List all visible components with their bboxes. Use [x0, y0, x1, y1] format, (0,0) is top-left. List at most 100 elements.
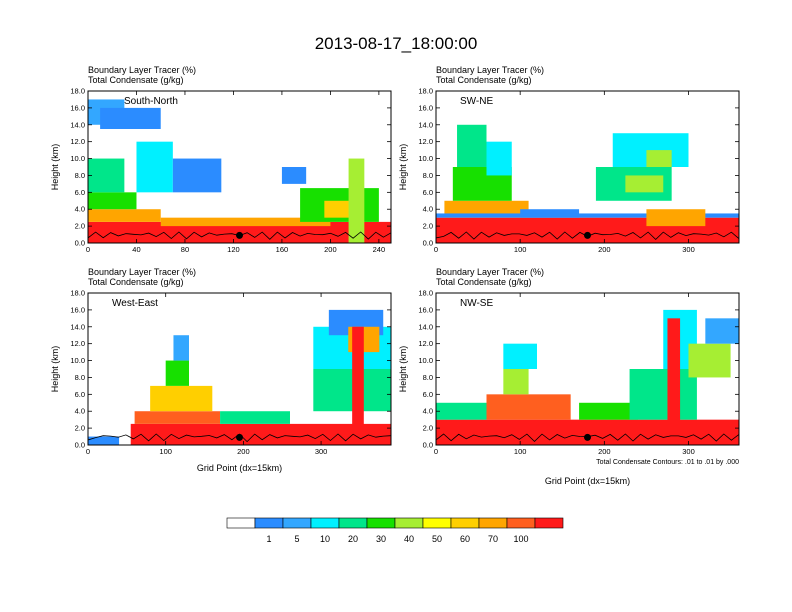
shaded-region	[88, 209, 161, 222]
panel-name: South-North	[124, 96, 178, 107]
x-axis-label: Grid Point (dx=15km)	[545, 476, 630, 486]
y-tick-label: 0.0	[423, 239, 433, 248]
colorbar-label: 100	[513, 534, 528, 544]
y-tick-label: 12.0	[418, 137, 433, 146]
header-condensate: Total Condensate (g/kg)	[436, 75, 532, 85]
y-tick-label: 8.0	[423, 171, 433, 180]
plot-frame	[435, 90, 740, 244]
x-tick-label: 0	[434, 245, 438, 254]
y-tick-label: 14.0	[70, 322, 85, 331]
shaded-region	[100, 107, 161, 129]
shaded-region	[281, 167, 307, 184]
x-tick-label: 300	[682, 245, 695, 254]
y-tick-label: 16.0	[70, 305, 85, 314]
colorbar-swatch	[478, 517, 508, 529]
y-tick-label: 10.0	[418, 154, 433, 163]
header-condensate: Total Condensate (g/kg)	[436, 277, 532, 287]
location-marker	[236, 231, 243, 239]
y-axis-label: Height (km)	[50, 144, 60, 191]
y-tick-label: 16.0	[418, 305, 433, 314]
y-tick-label: 8.0	[75, 171, 85, 180]
shaded-region	[444, 200, 529, 218]
shaded-region	[88, 192, 137, 210]
location-marker	[584, 433, 591, 441]
shaded-region	[503, 369, 529, 395]
y-tick-label: 12.0	[418, 339, 433, 348]
figure-title: 2013-08-17_18:00:00	[315, 34, 478, 53]
shaded-region	[160, 217, 331, 227]
header-tracer: Boundary Layer Tracer (%)	[88, 65, 196, 75]
shaded-region	[352, 326, 364, 445]
plot-frame	[87, 292, 392, 446]
x-tick-label: 200	[598, 447, 611, 456]
shaded-region	[220, 411, 290, 424]
shaded-field	[436, 124, 739, 243]
y-tick-label: 2.0	[75, 424, 85, 433]
y-tick-label: 4.0	[75, 205, 85, 214]
shaded-region	[436, 213, 739, 218]
y-tick-label: 10.0	[70, 356, 85, 365]
colorbar-swatch	[338, 517, 368, 529]
panel-sw-ne: 0.0 2.0 4.0 6.0 8.0 10.0 12.0 14.0 16.0 18.0 0 100 2…	[398, 65, 740, 254]
y-tick-label: 4.0	[423, 407, 433, 416]
shaded-region	[486, 394, 571, 420]
x-tick-label: 80	[181, 245, 189, 254]
panel-name: NW-SE	[460, 298, 493, 309]
y-tick-label: 2.0	[75, 222, 85, 231]
y-tick-label: 4.0	[423, 205, 433, 214]
x-tick-label: 300	[315, 447, 328, 456]
colorbar-swatch	[506, 517, 536, 529]
y-tick-label: 8.0	[75, 373, 85, 382]
shaded-region	[88, 158, 125, 193]
colorbar-swatch	[450, 517, 480, 529]
shaded-region	[457, 124, 487, 167]
shaded-region	[436, 402, 487, 420]
y-tick-label: 12.0	[70, 339, 85, 348]
y-tick-label: 6.0	[75, 390, 85, 399]
header-tracer: Boundary Layer Tracer (%)	[436, 65, 544, 75]
panels: 0.0 2.0 4.0 6.0 8.0 10.0 12.0 14.0 16.0 18.0 0 40 80…	[50, 65, 740, 486]
colorbar-swatch	[310, 517, 340, 529]
y-tick-label: 6.0	[423, 390, 433, 399]
shaded-region	[130, 423, 391, 445]
y-tick-label: 18.0	[70, 289, 85, 298]
shaded-region	[625, 175, 664, 193]
header-condensate: Total Condensate (g/kg)	[88, 277, 184, 287]
x-tick-label: 200	[237, 447, 250, 456]
shaded-region	[172, 158, 222, 193]
y-tick-label: 8.0	[423, 373, 433, 382]
panel-west-east: 0.0 2.0 4.0 6.0 8.0 10.0 12.0 14.0 16.0 18.0 0 100 2…	[50, 267, 392, 473]
plot-frame	[435, 292, 740, 446]
y-tick-label: 6.0	[75, 188, 85, 197]
shaded-region	[436, 419, 739, 445]
shaded-region	[486, 141, 512, 176]
x-tick-label: 120	[227, 245, 240, 254]
panel-name: SW-NE	[460, 96, 493, 107]
shaded-field	[88, 309, 391, 445]
x-tick-label: 0	[86, 245, 90, 254]
x-tick-label: 300	[682, 447, 695, 456]
x-tick-label: 200	[598, 245, 611, 254]
x-tick-label: 160	[276, 245, 289, 254]
y-tick-label: 0.0	[75, 441, 85, 450]
colorbar-label: 40	[404, 534, 414, 544]
x-tick-label: 100	[514, 447, 527, 456]
y-tick-label: 6.0	[423, 188, 433, 197]
shaded-region	[134, 411, 221, 424]
y-tick-label: 2.0	[423, 222, 433, 231]
y-tick-label: 0.0	[75, 239, 85, 248]
location-marker	[584, 231, 591, 239]
y-tick-label: 10.0	[70, 154, 85, 163]
shaded-region	[503, 343, 537, 369]
x-tick-label: 100	[514, 245, 527, 254]
shaded-region	[705, 318, 739, 344]
shaded-region	[688, 343, 731, 378]
y-tick-label: 2.0	[423, 424, 433, 433]
colorbar-label: 1	[266, 534, 271, 544]
y-tick-label: 16.0	[70, 103, 85, 112]
colorbar-label: 60	[460, 534, 470, 544]
colorbar-label: 70	[488, 534, 498, 544]
shaded-region	[150, 385, 213, 412]
y-tick-label: 16.0	[418, 103, 433, 112]
